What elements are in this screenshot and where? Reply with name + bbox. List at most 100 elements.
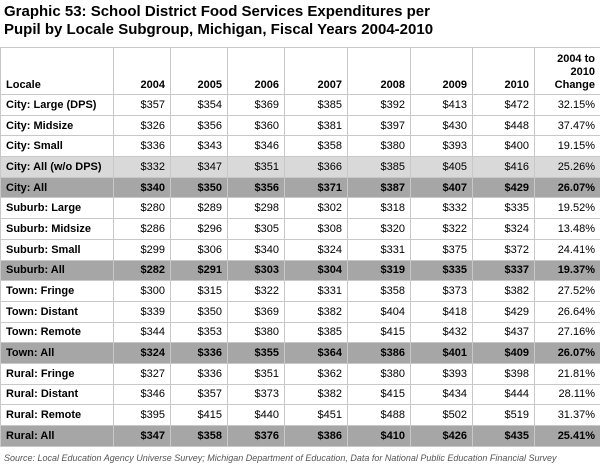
table-cell: $437 [472, 321, 535, 344]
table-cell: $327 [113, 362, 171, 385]
table-cell: $351 [227, 156, 285, 178]
table-cell: $366 [284, 156, 348, 178]
table-cell: $340 [227, 238, 285, 261]
table-cell: $355 [227, 342, 285, 364]
table-cell: $444 [472, 383, 535, 406]
table-cell: $401 [410, 342, 473, 364]
table-cell: $350 [170, 176, 228, 199]
table-row: City: Large (DPS) $357 $354 $369 $385 $392 $41… [0, 94, 600, 116]
table-cell: 25.41% [534, 425, 600, 447]
table-cell: $435 [472, 425, 535, 447]
table-cell: 25.26% [534, 156, 600, 178]
table-cell: 26.07% [534, 342, 600, 364]
table-cell: $320 [347, 218, 411, 240]
row-label: Town: Distant [0, 300, 114, 323]
table-cell: $375 [410, 238, 473, 261]
table-cell: $324 [472, 218, 535, 240]
row-label: Town: All [0, 342, 114, 364]
column-header: 2010 [472, 47, 535, 95]
column-header: 2008 [347, 47, 411, 95]
table-row: Rural: Fringe $327 $336 $351 $362 $380 $393 $39… [0, 362, 600, 385]
table-row: City: Small $336 $343 $346 $358 $380 $393 $400 1… [0, 135, 600, 158]
table-cell: 37.47% [534, 114, 600, 137]
table-cell: $472 [472, 94, 535, 116]
table-cell: $386 [284, 425, 348, 447]
table-cell: $387 [347, 176, 411, 199]
table-cell: $385 [284, 94, 348, 116]
column-header: 2004 [113, 47, 171, 95]
table-cell: $409 [472, 342, 535, 364]
table-cell: $385 [284, 321, 348, 344]
data-table: Locale 2004 2005 2006 2007 2008 2009 2010 2004 t… [0, 47, 600, 447]
table-cell: $357 [113, 94, 171, 116]
table-cell: $440 [227, 404, 285, 426]
table-cell: $299 [113, 238, 171, 261]
table-cell: $335 [472, 197, 535, 220]
column-header: Locale [0, 47, 114, 95]
column-header: 2007 [284, 47, 348, 95]
table-cell: $382 [472, 280, 535, 302]
table-row: City: All (w/o DPS) $332 $347 $351 $366 $385 $… [0, 156, 600, 178]
table-cell: $430 [410, 114, 473, 137]
table-cell: $303 [227, 259, 285, 282]
table-cell: $373 [227, 383, 285, 406]
source-note: Source: Local Education Agency Universe … [4, 452, 557, 463]
table-cell: $331 [284, 280, 348, 302]
table-cell: 26.07% [534, 176, 600, 199]
table-cell: $415 [170, 404, 228, 426]
table-cell: $347 [113, 425, 171, 447]
table-cell: $354 [170, 94, 228, 116]
table-cell: $340 [113, 176, 171, 199]
table-cell: $337 [472, 259, 535, 282]
row-label: Suburb: All [0, 259, 114, 282]
column-header: 2009 [410, 47, 473, 95]
table-cell: $356 [170, 114, 228, 137]
table-cell: $405 [410, 156, 473, 178]
table-cell: $451 [284, 404, 348, 426]
table-cell: $434 [410, 383, 473, 406]
row-label: Rural: Remote [0, 404, 114, 426]
table-row: Town: Fringe $300 $315 $322 $331 $358 $373 $382… [0, 280, 600, 302]
table-cell: 26.64% [534, 300, 600, 323]
table-cell: $372 [472, 238, 535, 261]
table-cell: $339 [113, 300, 171, 323]
table-cell: $410 [347, 425, 411, 447]
row-label: Town: Remote [0, 321, 114, 344]
table-row: Town: Remote $344 $353 $380 $385 $415 $432 $437… [0, 321, 600, 344]
table-cell: $308 [284, 218, 348, 240]
table-cell: $418 [410, 300, 473, 323]
row-label: Town: Fringe [0, 280, 114, 302]
table-cell: $502 [410, 404, 473, 426]
table-cell: 21.81% [534, 362, 600, 385]
table-cell: $326 [113, 114, 171, 137]
table-cell: $404 [347, 300, 411, 323]
table-cell: $306 [170, 238, 228, 261]
table-cell: $369 [227, 94, 285, 116]
table-cell: 31.37% [534, 404, 600, 426]
table-cell: $358 [347, 280, 411, 302]
table-cell: $322 [410, 218, 473, 240]
table-cell: $289 [170, 197, 228, 220]
table-cell: $331 [347, 238, 411, 261]
table-cell: $386 [347, 342, 411, 364]
table-cell: $298 [227, 197, 285, 220]
table-cell: $358 [284, 135, 348, 158]
row-label: Suburb: Midsize [0, 218, 114, 240]
table-cell: $335 [410, 259, 473, 282]
column-header: 2005 [170, 47, 228, 95]
table-cell: $371 [284, 176, 348, 199]
table-cell: $305 [227, 218, 285, 240]
table-cell: $360 [227, 114, 285, 137]
table-cell: $429 [472, 300, 535, 323]
table-cell: $393 [410, 362, 473, 385]
table-cell: $392 [347, 94, 411, 116]
table-cell: $322 [227, 280, 285, 302]
column-header: 2004 to 2010 Change [534, 47, 600, 95]
table-cell: $395 [113, 404, 171, 426]
table-cell: $282 [113, 259, 171, 282]
table-cell: $280 [113, 197, 171, 220]
table-row: Town: All $324 $336 $355 $364 $386 $401 $409 26.… [0, 342, 600, 364]
table-row: Suburb: Small $299 $306 $340 $324 $331 $375 $37… [0, 238, 600, 261]
table-cell: $350 [170, 300, 228, 323]
